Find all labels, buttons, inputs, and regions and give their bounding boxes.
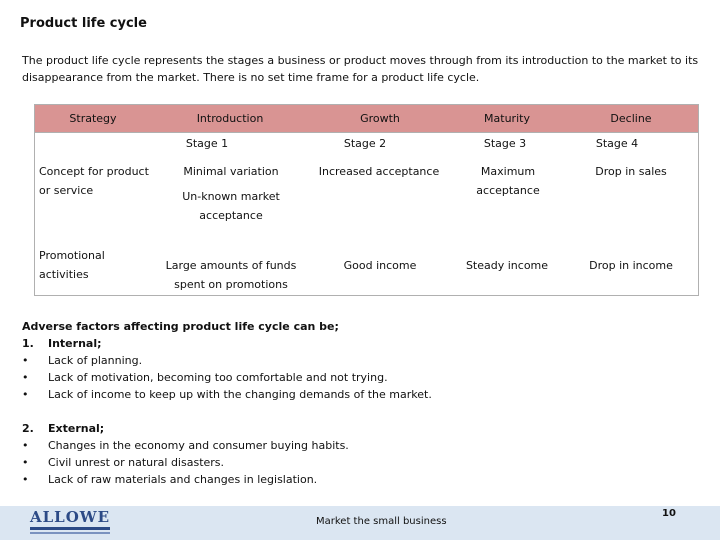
list-item: • Lack of raw materials and changes in l… <box>22 473 318 486</box>
stage-1-label: Stage 1 <box>185 137 229 150</box>
bullet: • <box>22 354 29 367</box>
adverse-heading: Adverse factors affecting product life c… <box>22 320 339 333</box>
internal-heading: 1. Internal; <box>22 337 102 350</box>
concept-growth: Increased acceptance <box>318 165 440 178</box>
header-growth: Growth <box>360 112 400 125</box>
bullet: • <box>22 371 29 384</box>
bullet: • <box>22 439 29 452</box>
concept-decline: Drop in sales <box>595 165 667 178</box>
intro-paragraph: The product life cycle represents the st… <box>22 54 699 84</box>
page-title: Product life cycle <box>20 16 147 31</box>
allowe-logo: ALLOWE <box>30 509 116 537</box>
concept-introduction-extra: Un-known market acceptance <box>182 190 280 222</box>
header-strategy: Strategy <box>69 112 117 125</box>
row-label-promotional: Promotional activities <box>39 249 105 281</box>
adverse-factors: Adverse factors affecting product life c… <box>22 318 522 488</box>
header-maturity: Maturity <box>484 112 530 125</box>
bullet: • <box>22 473 29 486</box>
promotional-decline: Drop in income <box>589 259 673 272</box>
list-item: • Lack of income to keep up with the cha… <box>22 388 432 401</box>
life-cycle-table: Strategy Introduction Growth Maturity De… <box>34 104 699 296</box>
stage-2-label: Stage 2 <box>343 137 387 150</box>
stage-3-label: Stage 3 <box>483 137 527 150</box>
page-number: 10 <box>662 508 676 519</box>
list-item: • Civil unrest or natural disasters. <box>22 456 225 469</box>
bullet: • <box>22 388 29 401</box>
bullet: • <box>22 456 29 469</box>
table-header-row: Strategy Introduction Growth Maturity De… <box>35 104 698 133</box>
header-decline: Decline <box>610 112 652 125</box>
stage-4-label: Stage 4 <box>595 137 639 150</box>
list-item: • Lack of motivation, becoming too comfo… <box>22 371 388 384</box>
promotional-growth: Good income <box>343 259 417 272</box>
list-item: • Lack of planning. <box>22 354 143 367</box>
external-heading: 2. External; <box>22 422 105 435</box>
concept-maturity: Maximum acceptance <box>476 165 540 197</box>
header-introduction: Introduction <box>196 112 264 125</box>
logo-wordmark: ALLOWE <box>30 508 111 526</box>
footer-tagline: Market the small business <box>316 516 447 527</box>
footer-band <box>0 506 720 540</box>
list-item: • Changes in the economy and consumer bu… <box>22 439 349 452</box>
promotional-maturity: Steady income <box>465 259 549 272</box>
promotional-introduction: Large amounts of funds spent on promotio… <box>165 259 297 291</box>
concept-introduction: Minimal variation <box>183 165 279 178</box>
row-label-concept: Concept for product or service <box>39 165 149 197</box>
